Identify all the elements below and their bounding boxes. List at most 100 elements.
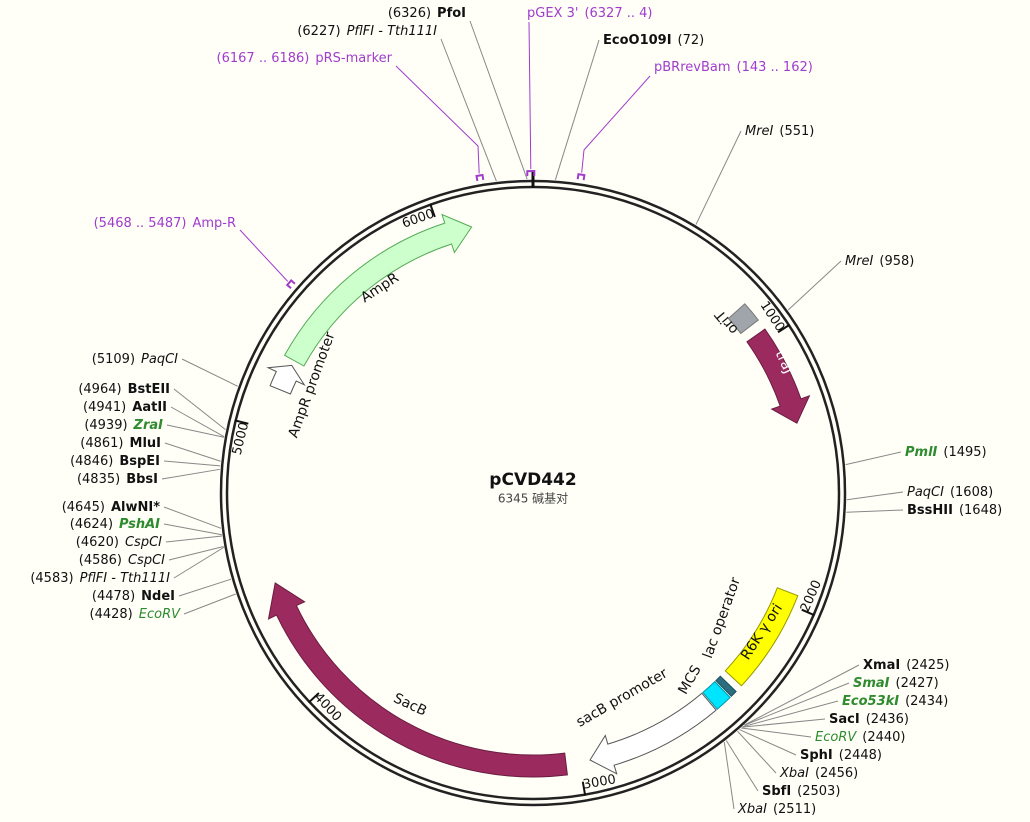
primer-label: (5468 .. 5487) Amp-R (94, 216, 236, 231)
feature-arc (266, 364, 306, 395)
feature-label: sacB promoter (574, 665, 671, 730)
site-label-part: PshAI (119, 517, 160, 532)
plasmid-length: 6345 碱基对 (498, 492, 568, 506)
site-label: (4835) BbsI (77, 472, 158, 487)
plasmid-name: pCVD442 (489, 470, 576, 490)
site-leader (723, 741, 735, 810)
site-label-part: ZraI (133, 418, 164, 433)
primer-leader (528, 21, 532, 170)
site-label-part: (4624) (70, 517, 113, 532)
tick-label: 3000 (582, 772, 617, 792)
site-label-part: (4428) (90, 607, 133, 622)
site-label-part: BssHII (907, 503, 953, 518)
site-leader (725, 740, 759, 792)
site-label-part: (4586) (79, 553, 122, 568)
site-leader (161, 468, 220, 480)
site-label-part: AlwNI* (111, 500, 160, 515)
site-leader (165, 535, 223, 543)
site-label-part: (4941) (83, 400, 126, 415)
primer-label-part: pBRrevBam (654, 60, 731, 75)
tick-mark (429, 203, 436, 218)
site-label-part: PaqCI (141, 352, 178, 367)
site-label-part: MreI (845, 254, 874, 269)
site-label-part: (1648) (959, 503, 1002, 518)
site-label: (4583) PflFI - Tth111I (30, 571, 170, 586)
site-leader (163, 460, 221, 467)
site-leader (846, 509, 904, 513)
feature-label: MCS (675, 663, 704, 698)
feature-arc (746, 328, 811, 424)
site-label: MreI (551) (745, 124, 814, 139)
primer-label: (6167 .. 6186) pRS-marker (217, 51, 393, 66)
site-label: (4428) EcoRV (90, 607, 182, 622)
site-label-part: NdeI (141, 589, 175, 604)
site-leader (846, 491, 904, 501)
feature-arc (267, 582, 568, 778)
site-label-part: (2425) (906, 658, 949, 673)
site-label-part: PmlI (905, 445, 938, 460)
site-label: SmaI (2427) (853, 676, 939, 691)
primer-mark (475, 173, 485, 182)
primer-mark (526, 169, 536, 177)
site-leader (787, 260, 842, 311)
site-leader (744, 682, 850, 726)
site-label: EcoRV (2440) (815, 730, 905, 745)
site-label-part: (4939) (84, 418, 127, 433)
site-leader (741, 727, 812, 738)
site-label-part: BstEII (128, 382, 170, 397)
site-label-part: BbsI (126, 472, 158, 487)
tick-mark (307, 692, 320, 704)
site-label-part: SmaI (853, 676, 890, 691)
site-label-part: (2456) (815, 766, 858, 781)
site-label: XbaI (2456) (779, 766, 858, 781)
site-leader (163, 523, 222, 536)
site-leader (554, 39, 600, 180)
site-leader (183, 593, 236, 615)
site-label: (4964) BstEII (78, 382, 170, 397)
feature-arc (727, 303, 760, 335)
site-label-part: (2427) (896, 676, 939, 691)
site-label: (4941) AatII (83, 400, 167, 415)
site-label: (4846) BspEI (70, 454, 160, 469)
site-label-part: (2436) (866, 712, 909, 727)
site-label-part: (6326) (388, 6, 431, 21)
primer-leader (239, 229, 289, 282)
site-leader (181, 358, 238, 387)
site-label: Eco53kI (2434) (842, 694, 948, 709)
primer-label-part: pGEX 3' (527, 6, 578, 21)
primer-label-part: (6167 .. 6186) (217, 51, 310, 66)
site-label-part: (2434) (905, 694, 948, 709)
site-leader (178, 578, 232, 597)
primer-label-part: (143 .. 162) (737, 60, 813, 75)
primer-label-part: (5468 .. 5487) (94, 216, 187, 231)
site-label-part: (958) (879, 254, 914, 269)
feature-arc (589, 692, 717, 775)
site-label-part: PaqCI (907, 485, 944, 500)
site-label-part: (4835) (77, 472, 120, 487)
site-label-part: (4620) (76, 535, 119, 550)
site-label-part: SacI (829, 712, 860, 727)
primer-label-part: Amp-R (192, 216, 236, 231)
primer-mark (576, 173, 586, 181)
site-label: XbaI (2511) (737, 802, 816, 817)
site-label: (4939) ZraI (84, 418, 163, 433)
site-leader (163, 506, 222, 529)
primer-leader (581, 75, 651, 173)
site-label-part: EcoO109I (603, 33, 672, 48)
site-label: (4645) AlwNI* (62, 500, 160, 515)
tick-mark (581, 781, 587, 796)
site-label-part: SphI (800, 748, 833, 763)
site-leader (168, 545, 224, 561)
site-label: (6227) PflFI - Tth111I (297, 24, 437, 39)
site-label: MreI (958) (845, 254, 914, 269)
feature-arc (283, 213, 473, 367)
site-leader (469, 20, 528, 180)
site-label-part: PfoI (437, 6, 466, 21)
site-label: SphI (2448) (800, 748, 882, 763)
site-label: (4586) CspCI (79, 553, 165, 568)
site-label: (4624) PshAI (70, 517, 160, 532)
site-label-part: (4645) (62, 500, 105, 515)
site-label-part: (5109) (92, 352, 135, 367)
feature-label: SacB (391, 690, 429, 719)
